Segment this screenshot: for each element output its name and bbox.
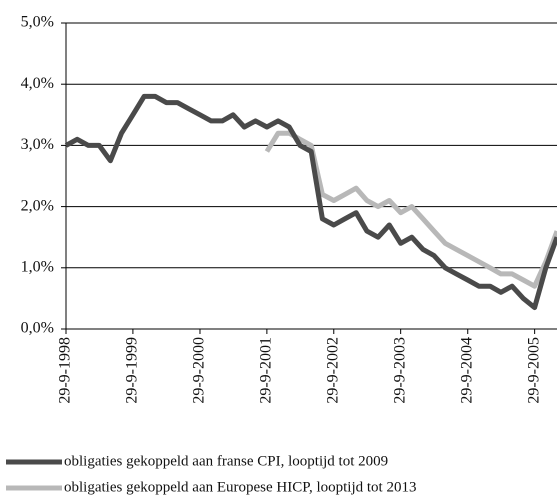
y-tick-label: 2,0% [21,197,54,214]
x-tick-label: 29-9-2001 [258,337,275,404]
x-tick-label: 29-9-1999 [124,337,141,404]
legend-label: obligaties gekoppeld aan franse CPI, loo… [64,453,388,469]
y-tick-label: 5,0% [21,14,54,31]
x-tick-label: 29-9-2002 [324,337,341,404]
y-tick-label: 3,0% [21,136,54,153]
series-line [64,93,557,311]
x-tick-label: 29-9-1998 [57,337,74,404]
x-tick-label: 29-9-2004 [458,337,475,404]
y-tick-label: 1,0% [21,258,54,275]
legend-label: obligaties gekoppeld aan Europese HICP, … [64,479,416,495]
x-tick-label: 29-9-2005 [525,337,542,404]
x-tick-label: 29-9-2003 [391,337,408,404]
y-tick-label: 0,0% [21,320,54,337]
x-tick-label: 29-9-2000 [191,337,208,404]
y-tick-label: 4,0% [21,75,54,92]
